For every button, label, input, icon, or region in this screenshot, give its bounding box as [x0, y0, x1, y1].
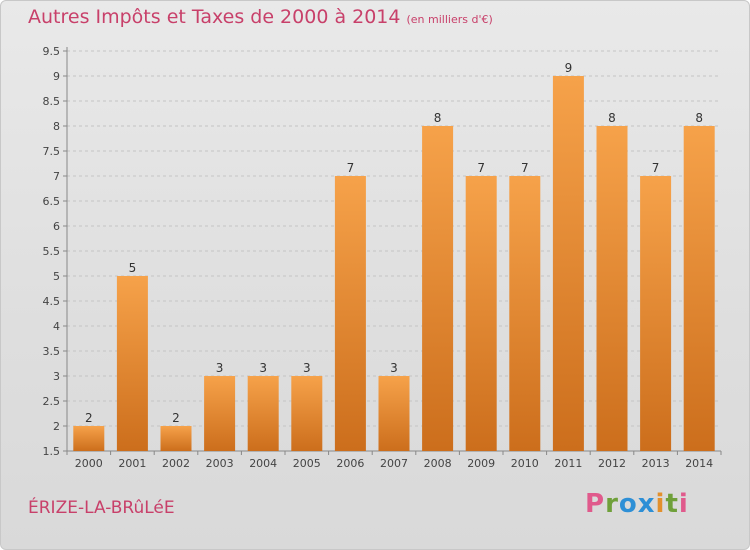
y-tick-label: 4.5: [43, 295, 61, 308]
y-tick-label: 3.5: [43, 345, 61, 358]
x-tick-label-2001: 2001: [118, 457, 146, 470]
data-label-2014: 8: [695, 111, 703, 125]
title-main: Autres Impôts et Taxes de 2000 à 2014: [28, 6, 401, 28]
y-tick-label: 5: [53, 270, 60, 283]
bar-2001: [116, 276, 148, 451]
chart-title: Autres Impôts et Taxes de 2000 à 2014 (en…: [28, 6, 493, 28]
x-tick-label-2009: 2009: [467, 457, 495, 470]
y-tick-label: 3: [53, 370, 60, 383]
x-tick-label-2000: 2000: [75, 457, 103, 470]
y-tick-labels: 1.5 2 2.5 3 3.5 4 4.5 5 5.5 6 6.5 7 7.5 8 8.5 9 9.5: [43, 45, 61, 458]
y-tick-label: 1.5: [43, 445, 61, 458]
data-label-2003: 3: [216, 361, 224, 375]
bar-2006: [334, 176, 366, 451]
data-label-2011: 9: [565, 61, 573, 75]
y-tick-label: 8.5: [43, 95, 61, 108]
data-label-2001: 5: [129, 261, 137, 275]
data-label-2005: 3: [303, 361, 311, 375]
y-tick-label: 2: [53, 420, 60, 433]
y-tick-label: 7.5: [43, 145, 61, 158]
bar-2013: [640, 176, 672, 451]
bar-2000: [73, 426, 105, 451]
x-tick-label-2003: 2003: [206, 457, 234, 470]
bar-2003: [204, 376, 236, 451]
bar-2011: [552, 76, 584, 451]
bar-2014: [683, 126, 715, 451]
y-tick-label: 9.5: [43, 45, 61, 58]
bar-2010: [509, 176, 541, 451]
x-tick-label-2006: 2006: [336, 457, 364, 470]
data-label-2013: 7: [652, 161, 660, 175]
x-tick-label-2010: 2010: [511, 457, 539, 470]
bar-2007: [378, 376, 410, 451]
x-tick-label-2004: 2004: [249, 457, 277, 470]
data-label-2000: 2: [85, 411, 93, 425]
y-tick-label: 5.5: [43, 245, 61, 258]
x-tick-label-2002: 2002: [162, 457, 190, 470]
proxiti-logo: Proxiti: [585, 489, 689, 519]
bars: [73, 76, 715, 451]
bar-2004: [247, 376, 279, 451]
y-tick-label: 8: [53, 120, 60, 133]
data-label-2004: 3: [259, 361, 267, 375]
data-label-2002: 2: [172, 411, 180, 425]
x-tick-label-2011: 2011: [554, 457, 582, 470]
bar-2008: [422, 126, 454, 451]
title-unit: (en milliers d'€): [406, 13, 493, 26]
x-tick-label-2014: 2014: [685, 457, 713, 470]
bar-2002: [160, 426, 192, 451]
data-label-2007: 3: [390, 361, 398, 375]
x-tick-label-2012: 2012: [598, 457, 626, 470]
y-tick-label: 6: [53, 220, 60, 233]
x-tick-label-2005: 2005: [293, 457, 321, 470]
y-tick-label: 6.5: [43, 195, 61, 208]
data-labels: 2 5 2 3 3 3 7 3 8 7 7 9 8 7 8: [85, 61, 703, 425]
y-tick-label: 2.5: [43, 395, 61, 408]
data-label-2006: 7: [347, 161, 355, 175]
x-tick-labels: 2000 2001 2002 2003 2004 2005 2006 2007 2008 2009…: [75, 457, 713, 470]
bar-2005: [291, 376, 323, 451]
data-label-2009: 7: [477, 161, 485, 175]
data-label-2010: 7: [521, 161, 529, 175]
data-label-2008: 8: [434, 111, 442, 125]
bar-2012: [596, 126, 628, 451]
y-tick-label: 4: [53, 320, 60, 333]
y-tick-label: 9: [53, 70, 60, 83]
x-tick-label-2013: 2013: [642, 457, 670, 470]
data-label-2012: 8: [608, 111, 616, 125]
bar-2009: [465, 176, 497, 451]
x-tick-label-2008: 2008: [424, 457, 452, 470]
commune-name: ÉRIZE-LA-BRûLéE: [28, 498, 175, 518]
y-tick-label: 7: [53, 170, 60, 183]
x-tick-label-2007: 2007: [380, 457, 408, 470]
